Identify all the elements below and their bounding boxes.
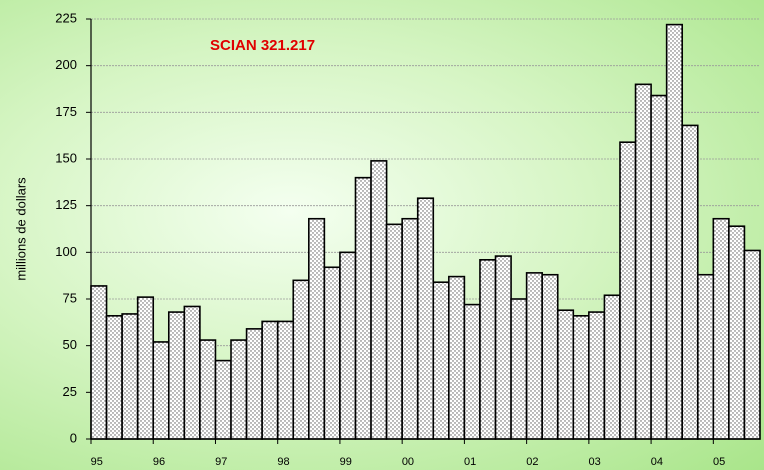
bar [199,339,217,440]
bar [525,272,543,440]
bar [105,314,123,440]
bar [261,320,279,440]
bar [308,217,326,440]
bar [245,328,263,440]
bar [370,160,388,440]
x-tick-label: 00 [402,456,414,468]
x-tick-label: 99 [340,456,352,468]
bar [479,258,497,440]
bar [728,225,746,440]
x-tick-label: 96 [153,456,165,468]
y-tick-label: 200 [55,57,77,72]
x-tick-label: 02 [526,456,538,468]
bar [276,320,295,440]
bar [90,285,108,440]
y-tick-label: 25 [63,384,77,399]
bar [448,275,466,440]
bar [712,217,730,440]
bar [603,294,621,440]
x-tick-label: 05 [713,456,725,468]
bar [572,314,590,440]
bar [696,273,715,440]
y-tick-label: 125 [55,197,77,212]
x-tick-label: 97 [215,456,227,468]
y-tick-label: 50 [63,337,77,352]
chart-title: SCIAN 321.217 [210,37,315,54]
bar [463,303,481,440]
bar [339,251,357,440]
x-tick-label: 01 [464,456,476,468]
bar [183,305,201,440]
x-tick-label: 03 [589,456,601,468]
bar [681,124,699,440]
y-tick-label: 75 [63,290,77,305]
bar [541,273,559,440]
bar [665,23,684,440]
y-tick-label: 175 [55,104,77,119]
bar [136,296,155,440]
bar [510,298,528,440]
y-tick-label: 225 [55,10,77,25]
y-tick-label: 150 [55,150,77,165]
bar [152,341,170,440]
bar [167,311,186,440]
bar [121,313,139,440]
y-tick-label: 100 [55,244,77,259]
bar [323,266,341,440]
bar [619,141,637,440]
bar [743,249,761,440]
bar [494,255,512,440]
bar [588,311,606,440]
bar [432,281,450,440]
x-tick-label: 98 [277,456,289,468]
bar [385,223,403,440]
bar [292,279,310,440]
bar [634,83,652,440]
y-axis-label: millions de dollars [13,177,28,281]
bar [354,176,372,440]
bar [416,197,435,440]
bar [230,339,248,440]
x-tick-label: 04 [651,456,663,468]
bar [401,217,419,440]
bar [214,359,232,440]
y-tick-label: 0 [70,430,77,445]
bar [650,94,668,440]
x-tick-label: 95 [91,456,103,468]
bar [556,309,575,440]
